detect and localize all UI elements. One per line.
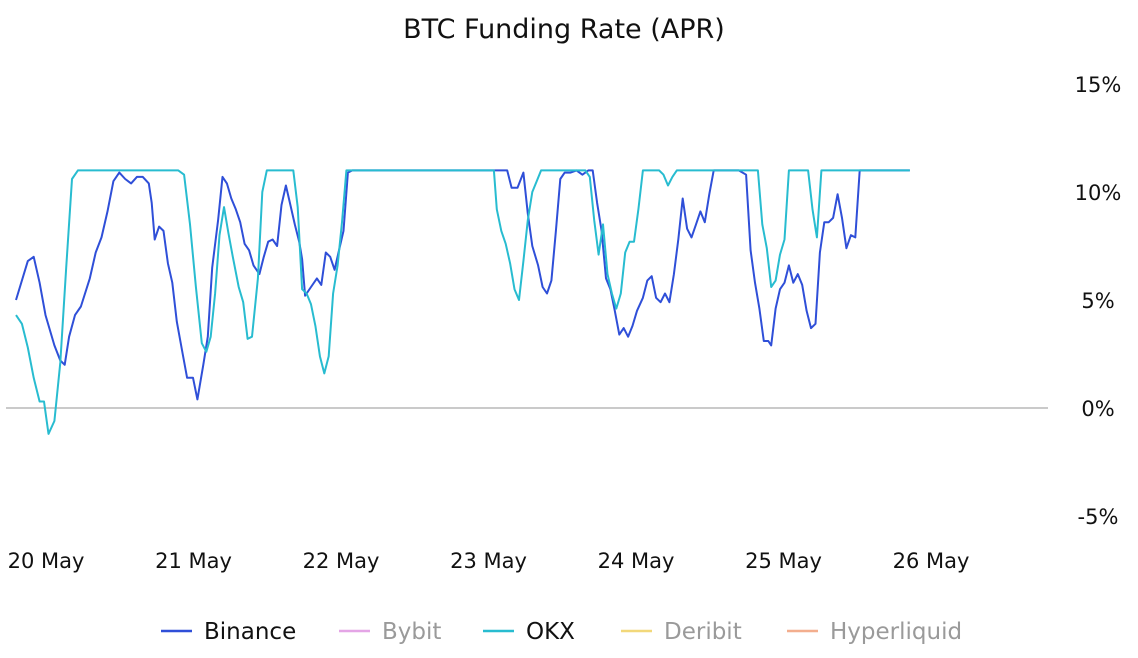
y-tick-label: 0% [1081,397,1114,421]
x-tick-label: 21 May [155,549,232,573]
x-axis: 20 May 21 May 22 May 23 May 24 May 25 May 26 M… [8,549,970,573]
x-tick-label: 23 May [450,549,527,573]
legend-item-hyperliquid[interactable]: Hyperliquid [787,619,962,645]
series-line-okx [15,169,910,435]
y-tick-label: 15% [1075,73,1122,97]
series-line-binance [15,169,910,401]
legend-item-okx[interactable]: OKX [483,619,575,645]
legend-item-bybit[interactable]: Bybit [339,619,441,645]
x-tick-label: 26 May [893,549,970,573]
legend-item-deribit[interactable]: Deribit [621,619,742,645]
legend-label: Deribit [664,619,742,645]
legend-label: Binance [204,619,296,645]
y-axis: 15% 10% 5% 0% -5% [1075,73,1122,529]
legend-label: Hyperliquid [830,619,962,645]
chart-title: BTC Funding Rate (APR) [403,14,725,45]
y-tick-label: -5% [1078,505,1119,529]
legend-label: Bybit [382,619,441,645]
x-tick-label: 24 May [598,549,675,573]
legend-label: OKX [526,619,575,645]
x-tick-label: 25 May [745,549,822,573]
y-tick-label: 5% [1081,289,1114,313]
legend[interactable]: Binance Bybit OKX Deribit Hyperliquid [161,619,962,645]
legend-item-binance[interactable]: Binance [161,619,296,645]
y-tick-label: 10% [1075,181,1122,205]
series-layer [15,169,910,435]
x-tick-label: 22 May [303,549,380,573]
x-tick-label: 20 May [8,549,85,573]
